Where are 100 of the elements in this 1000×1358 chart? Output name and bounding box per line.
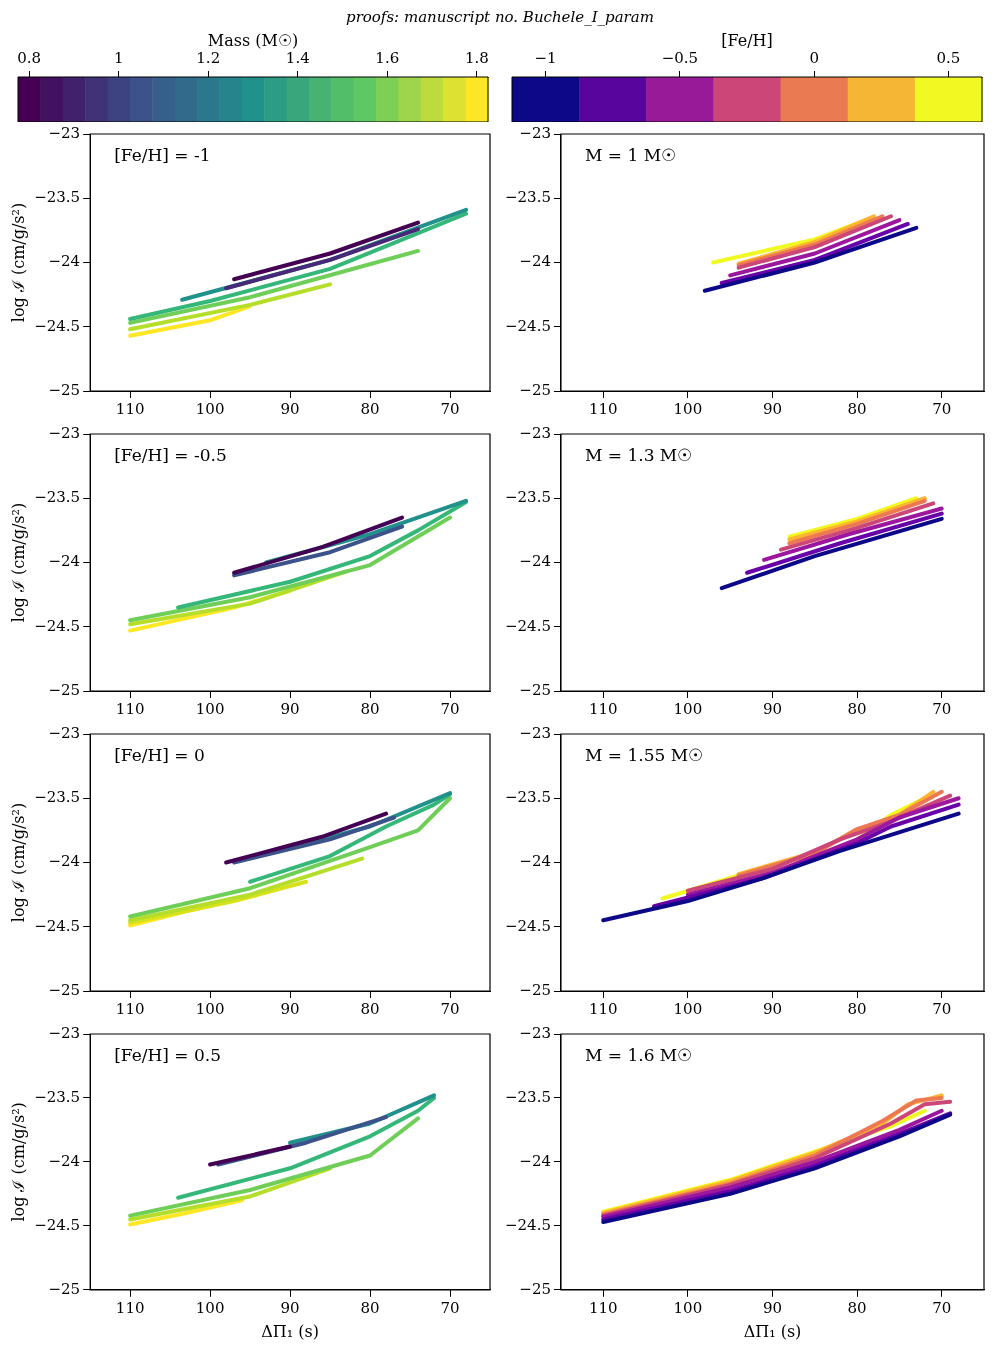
x-tick-label: 90 <box>762 699 783 718</box>
y-axis-title: log ℐ (cm/g/s²) <box>8 502 28 623</box>
color-bar-label: −1 <box>534 48 557 67</box>
y-tick-label: −24 <box>48 552 81 571</box>
chart-title: proofs: manuscript no. Buchele_I_param <box>345 8 655 28</box>
color-bar-label: 1.2 <box>196 48 221 67</box>
y-tick-label: −24.5 <box>34 616 81 635</box>
x-tick-label: 90 <box>762 1298 783 1317</box>
annotation: M = 1.6 M☉ <box>584 1044 693 1065</box>
color-bar-label: 1.4 <box>285 48 310 67</box>
y-tick-label: −23 <box>48 423 81 442</box>
y-tick-label: −23.5 <box>505 488 551 507</box>
y-tick-label: −23 <box>519 723 551 742</box>
x-tick-label: 90 <box>280 999 300 1018</box>
x-tick-label: 100 <box>195 1298 225 1317</box>
x-tick-label: 110 <box>588 399 618 418</box>
x-axis-title: ΔΠ₁ (s) <box>261 1321 319 1341</box>
y-tick-label: −25 <box>48 1279 81 1298</box>
y-tick-label: −23 <box>48 1023 81 1042</box>
y-tick-label: −24 <box>519 852 551 871</box>
y-tick-label: −23 <box>48 723 81 742</box>
x-tick-label: 70 <box>440 1298 460 1317</box>
y-tick-label: −23 <box>519 1023 551 1042</box>
x-tick-label: 90 <box>280 699 300 718</box>
color-bar-label: −0.5 <box>661 48 699 67</box>
y-axis-title: log ℐ (cm/g/s²) <box>8 802 28 923</box>
color-bar-label: 1.6 <box>375 48 400 67</box>
x-tick-label: 100 <box>673 1298 703 1317</box>
color-bar-title: Mass (M☉) <box>207 30 299 50</box>
x-tick-label: 80 <box>360 999 380 1018</box>
y-tick-label: −24 <box>48 252 81 271</box>
y-tick-label: −23.5 <box>34 488 81 507</box>
annotation: M = 1.55 M☉ <box>584 744 704 765</box>
x-tick-label: 80 <box>847 699 867 718</box>
x-tick-label: 110 <box>588 999 618 1018</box>
color-bar-label: 1 <box>113 48 124 67</box>
y-tick-label: −23.5 <box>34 1087 81 1106</box>
y-axis-title: log ℐ (cm/g/s²) <box>8 202 28 323</box>
x-tick-label: 100 <box>195 399 225 418</box>
x-tick-label: 100 <box>673 699 703 718</box>
x-tick-label: 70 <box>932 699 952 718</box>
x-tick-label: 110 <box>115 699 145 718</box>
x-tick-label: 110 <box>115 999 145 1018</box>
x-tick-label: 90 <box>280 1298 300 1317</box>
x-tick-label: 70 <box>932 1298 952 1317</box>
y-tick-label: −24.5 <box>505 1215 551 1234</box>
x-tick-label: 70 <box>440 699 460 718</box>
annotation: [Fe/H] = -1 <box>114 144 211 165</box>
y-tick-label: −24 <box>48 852 81 871</box>
x-tick-label: 80 <box>847 999 867 1018</box>
x-axis-title: ΔΠ₁ (s) <box>743 1321 802 1341</box>
y-tick-label: −25 <box>519 1279 551 1298</box>
y-tick-label: −23.5 <box>34 788 81 807</box>
y-tick-label: −23 <box>48 123 81 142</box>
y-tick-label: −23.5 <box>505 788 551 807</box>
y-tick-label: −25 <box>48 680 81 699</box>
y-tick-label: −23 <box>519 423 551 442</box>
x-tick-label: 100 <box>673 999 703 1018</box>
x-tick-label: 110 <box>588 699 618 718</box>
x-tick-label: 100 <box>195 699 225 718</box>
y-tick-label: −24 <box>519 252 551 271</box>
annotation: [Fe/H] = -0.5 <box>114 444 227 465</box>
y-tick-label: −24.5 <box>505 616 551 635</box>
x-tick-label: 70 <box>932 399 952 418</box>
annotation: [Fe/H] = 0 <box>114 744 205 765</box>
y-tick-label: −23.5 <box>34 188 81 207</box>
x-tick-label: 80 <box>360 699 380 718</box>
x-tick-label: 90 <box>280 399 300 418</box>
y-tick-label: −24.5 <box>505 316 551 335</box>
x-tick-label: 80 <box>360 1298 380 1317</box>
y-tick-label: −24 <box>519 1151 551 1170</box>
y-tick-label: −25 <box>519 380 551 399</box>
x-tick-label: 80 <box>847 1298 867 1317</box>
y-tick-label: −23 <box>519 123 551 142</box>
y-axis-title: log ℐ (cm/g/s²) <box>8 1102 28 1222</box>
x-tick-label: 80 <box>360 399 380 418</box>
color-bar-label: 0 <box>809 48 819 67</box>
y-tick-label: −24.5 <box>505 916 551 935</box>
x-tick-label: 90 <box>762 999 783 1018</box>
x-tick-label: 90 <box>762 399 783 418</box>
y-tick-label: −25 <box>48 980 81 999</box>
x-tick-label: 70 <box>932 999 952 1018</box>
y-tick-label: −24.5 <box>34 316 81 335</box>
color-bar-label: 0.8 <box>17 48 42 67</box>
color-bar-label: 0.5 <box>936 48 961 67</box>
annotation: [Fe/H] = 0.5 <box>114 1044 222 1065</box>
x-tick-label: 100 <box>195 999 225 1018</box>
x-tick-label: 70 <box>440 399 460 418</box>
color-bar-title: [Fe/H] <box>721 30 773 50</box>
y-tick-label: −24 <box>519 552 551 571</box>
color-bar-label: 1.8 <box>464 48 489 67</box>
y-tick-label: −24 <box>48 1151 81 1170</box>
annotation: M = 1 M☉ <box>584 144 677 165</box>
y-tick-label: −24.5 <box>34 916 81 935</box>
annotation: M = 1.3 M☉ <box>584 444 693 465</box>
x-tick-label: 110 <box>588 1298 618 1317</box>
x-tick-label: 110 <box>115 1298 145 1317</box>
y-tick-label: −23.5 <box>505 188 551 207</box>
y-tick-label: −24.5 <box>34 1215 81 1234</box>
x-tick-label: 80 <box>847 399 867 418</box>
